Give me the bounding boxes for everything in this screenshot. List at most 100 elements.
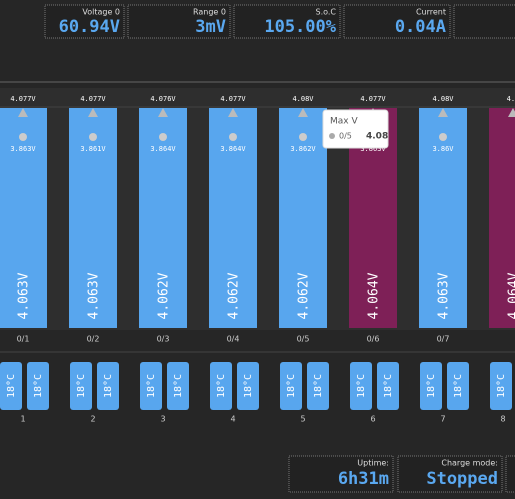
min-marker (439, 133, 447, 141)
cell-bar (0, 108, 47, 328)
cell-max: 4.077V (220, 95, 246, 103)
cell-voltage: 4.062V (157, 272, 172, 319)
footer-value: Stopped (426, 469, 498, 489)
cell-name: 0/6 (367, 335, 380, 344)
stat-value: 105.00% (264, 17, 336, 37)
temp-value: 18°C (286, 374, 297, 398)
temp-value: 18°C (216, 374, 227, 398)
stat-box (343, 4, 451, 39)
temp-box (307, 362, 329, 410)
tooltip-value: 4.08 (366, 132, 388, 142)
temp-box (210, 362, 232, 410)
min-marker (299, 133, 307, 141)
temp-value: 18°C (103, 374, 114, 398)
min-marker (229, 133, 237, 141)
stat-value: 60.94V (59, 17, 120, 37)
cell-voltage: 4.063V (87, 272, 102, 319)
temp-value: 18°C (453, 374, 464, 398)
tooltip-title: Max V (330, 117, 358, 127)
stat-label: Voltage 0 (82, 8, 120, 17)
stat-box (127, 4, 231, 39)
stat-value: 0.04A (395, 17, 446, 37)
min-marker (89, 133, 97, 141)
temp-box (140, 362, 162, 410)
temp-value: 18°C (243, 374, 254, 398)
cell-bar (209, 108, 257, 328)
temp-value: 18°C (146, 374, 157, 398)
temp-box (237, 362, 259, 410)
temp-value: 18°C (383, 374, 394, 398)
stat-label: Current (416, 8, 446, 17)
temp-label: 2 (90, 415, 95, 424)
temp-box (447, 362, 469, 410)
cell-max: 4.08V (292, 95, 314, 103)
cell-name: 0/4 (227, 335, 240, 344)
temp-box (420, 362, 442, 410)
temp-box (167, 362, 189, 410)
cell-bar (489, 108, 515, 328)
cell-name: 0/1 (17, 335, 30, 344)
cell-voltage: 4.062V (297, 272, 312, 319)
temp-box (280, 362, 302, 410)
stat-label: S.o.C (315, 8, 336, 17)
temp-value: 18°C (356, 374, 367, 398)
footer-label: Uptime: (357, 459, 389, 468)
cell-voltage: 4.064V (367, 272, 382, 319)
tooltip-dot (329, 133, 335, 139)
temp-label: 6 (370, 415, 375, 424)
temp-label: 1 (20, 415, 25, 424)
cell-name: 0/7 (437, 335, 450, 344)
cell-min: 3.862V (290, 145, 316, 153)
cell-max: 4.077V (360, 95, 386, 103)
temp-label: 5 (300, 415, 305, 424)
temp-label: 3 (160, 415, 165, 424)
temp-box (70, 362, 92, 410)
temp-box (350, 362, 372, 410)
temp-value: 18°C (313, 374, 324, 398)
temp-label: 8 (500, 415, 505, 424)
footer-box (397, 455, 503, 493)
cell-min: 3.863V (360, 145, 386, 153)
tooltip-series: 0/5 (339, 132, 352, 141)
cell-voltage: 4.063V (17, 272, 32, 319)
temp-value: 18°C (496, 374, 507, 398)
temp-label: 4 (230, 415, 235, 424)
cell-max: 4.077V (10, 95, 36, 103)
temp-value: 18°C (76, 374, 87, 398)
max-marker (508, 108, 515, 117)
cell-max: 4.077V (80, 95, 106, 103)
temp-box (27, 362, 49, 410)
cell-bar (279, 108, 327, 328)
tooltip (322, 109, 389, 149)
cell-name: 0/3 (157, 335, 170, 344)
max-marker (88, 108, 98, 117)
temp-box (0, 362, 22, 410)
min-marker (19, 133, 27, 141)
temp-box (377, 362, 399, 410)
max-marker (158, 108, 168, 117)
cell-min: 3.864V (220, 145, 246, 153)
max-marker (228, 108, 238, 117)
stat-box (44, 4, 125, 39)
footer-box (288, 455, 394, 493)
cell-min: 3.864V (150, 145, 176, 153)
temp-value: 18°C (173, 374, 184, 398)
cell-min: 3.863V (10, 145, 36, 153)
stat-box (453, 4, 515, 39)
temp-label: 7 (440, 415, 445, 424)
temp-value: 18°C (6, 374, 17, 398)
stat-box (233, 4, 341, 39)
max-marker (18, 108, 28, 117)
cell-min: 3.861V (80, 145, 106, 153)
stat-label: Range 0 (193, 8, 226, 17)
cell-voltage: 4.062V (227, 272, 242, 319)
cell-max: 4.08V (432, 95, 454, 103)
cell-max: 4.0 (507, 95, 515, 103)
cell-voltage: 4.063V (437, 272, 452, 319)
min-marker (159, 133, 167, 141)
cell-bar (69, 108, 117, 328)
cell-voltage: 4.064V (507, 272, 515, 319)
max-marker (298, 108, 308, 117)
